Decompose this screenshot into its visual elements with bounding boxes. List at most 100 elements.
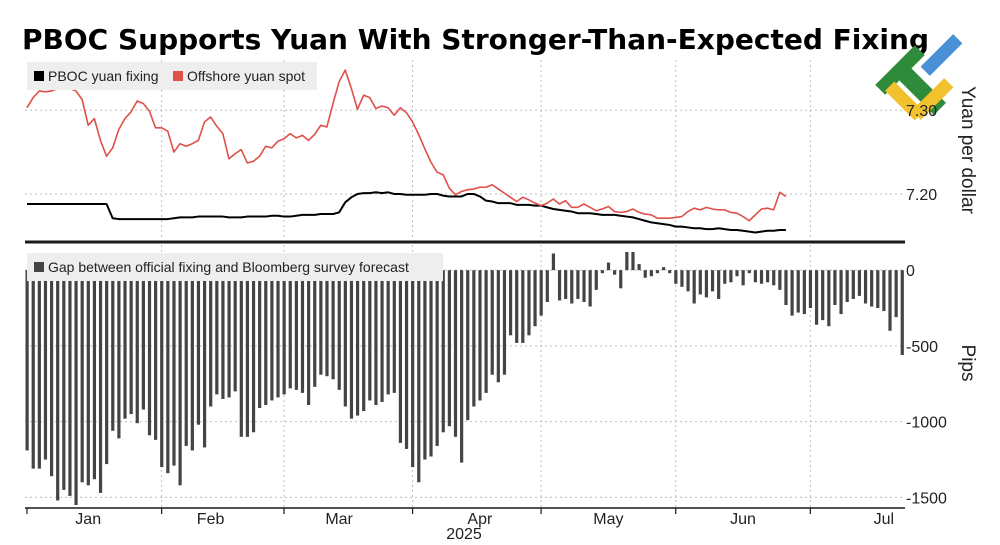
gap-bar <box>190 270 194 451</box>
gap-bar <box>588 270 592 307</box>
gap-bar <box>643 270 647 278</box>
x-tick-label: May <box>593 511 623 528</box>
gap-bar <box>888 270 892 331</box>
gap-bar <box>539 270 543 316</box>
gap-bar <box>43 270 48 460</box>
gap-bar <box>362 270 366 412</box>
gap-bar <box>545 270 549 302</box>
gap-bar <box>564 270 568 299</box>
gap-bar <box>478 270 482 401</box>
x-axis-labels: Jan Feb Mar Apr May Jun Jul <box>75 511 894 528</box>
gap-bar <box>398 270 403 443</box>
gap-bar <box>355 270 360 416</box>
gap-bar <box>270 270 274 401</box>
gap-bar <box>141 270 145 410</box>
gap-bar <box>655 270 660 274</box>
gap-bar <box>625 251 629 271</box>
x-tick-label: Jan <box>75 511 101 528</box>
gap-bar <box>784 270 788 305</box>
bottom-legend-box <box>27 253 443 281</box>
gap-bar <box>245 270 250 437</box>
gap-bar <box>447 270 451 427</box>
legend-swatch-spot <box>173 71 183 81</box>
gap-bar <box>900 270 904 355</box>
gap-bar <box>368 270 372 401</box>
gap-bar <box>649 270 653 277</box>
gap-bar <box>772 270 776 286</box>
brand-logo <box>875 34 963 121</box>
gap-bar <box>258 270 262 409</box>
gap-bar <box>606 262 611 271</box>
gap-bar <box>374 270 378 405</box>
gap-bar <box>411 270 415 468</box>
gap-bar <box>172 270 176 466</box>
x-tick-label: Jul <box>874 511 894 528</box>
bottom-y-tick-label: -1500 <box>906 490 947 507</box>
bottom-y-tick-label: -500 <box>906 339 938 356</box>
gap-bar <box>637 264 641 271</box>
chart-title: PBOC Supports Yuan With Stronger-Than-Ex… <box>22 23 929 56</box>
gap-bar <box>851 270 855 299</box>
gap-bar <box>863 270 868 304</box>
gap-bar <box>796 270 800 313</box>
gap-bar <box>753 270 757 283</box>
gap-bar <box>631 251 635 271</box>
gap-bar <box>276 270 280 398</box>
y-axis-tick-labels: 7.30 7.20 0 -500 -1000 -1500 <box>906 103 947 507</box>
gap-bar <box>98 270 103 493</box>
gap-bar <box>839 270 843 315</box>
gap-bar <box>674 270 678 284</box>
gap-bar <box>814 270 819 325</box>
gap-bar <box>533 270 537 327</box>
gap-bar <box>576 270 580 299</box>
gap-bar <box>392 270 396 393</box>
gap-bar <box>551 253 556 271</box>
gap-bar <box>221 270 225 399</box>
gap-bar <box>294 270 298 390</box>
gap-bar <box>380 270 384 402</box>
yuan-lines <box>26 69 787 234</box>
gap-bar <box>92 270 97 480</box>
gap-bar <box>166 270 170 474</box>
gap-bar <box>441 270 445 433</box>
gap-bar <box>154 270 158 440</box>
legend-swatch-gap <box>34 262 44 272</box>
gap-bar <box>802 270 806 315</box>
gap-bar <box>453 270 458 437</box>
gap-bar <box>117 270 121 439</box>
x-tick-label: Apr <box>467 511 493 528</box>
gap-bar <box>710 270 715 292</box>
gap-bar <box>582 270 586 302</box>
gap-bar <box>472 270 476 407</box>
gap-bar <box>319 270 323 375</box>
gap-bar <box>74 270 78 505</box>
gap-bar <box>704 270 709 298</box>
gap-bar <box>49 270 54 477</box>
gap-bar <box>417 270 421 483</box>
gap-bar <box>686 270 690 292</box>
gap-bar <box>766 270 770 283</box>
gap-bar <box>808 270 813 309</box>
gap-bar <box>123 270 127 419</box>
gap-bar <box>502 270 507 375</box>
gap-bar <box>484 270 488 393</box>
gap-bar <box>741 270 745 286</box>
gap-bar <box>527 270 531 336</box>
gap-bar <box>178 270 182 486</box>
logo-green-stroke <box>875 45 925 95</box>
gap-bar <box>429 270 433 457</box>
gap-bar <box>423 270 427 460</box>
top-legend-box <box>27 62 317 90</box>
fixing-line <box>27 191 786 234</box>
gap-bar <box>821 270 825 321</box>
gap-bar <box>105 270 109 465</box>
x-axis-year-label: 2025 <box>446 526 482 543</box>
gap-bar <box>466 270 470 421</box>
gap-bar <box>56 270 60 501</box>
gap-bar <box>184 270 188 446</box>
gap-bar <box>894 270 898 318</box>
spot-line <box>26 69 787 222</box>
top-y-tick-label: 7.30 <box>906 103 937 120</box>
gap-bar <box>515 270 519 343</box>
gap-bar <box>325 270 329 377</box>
